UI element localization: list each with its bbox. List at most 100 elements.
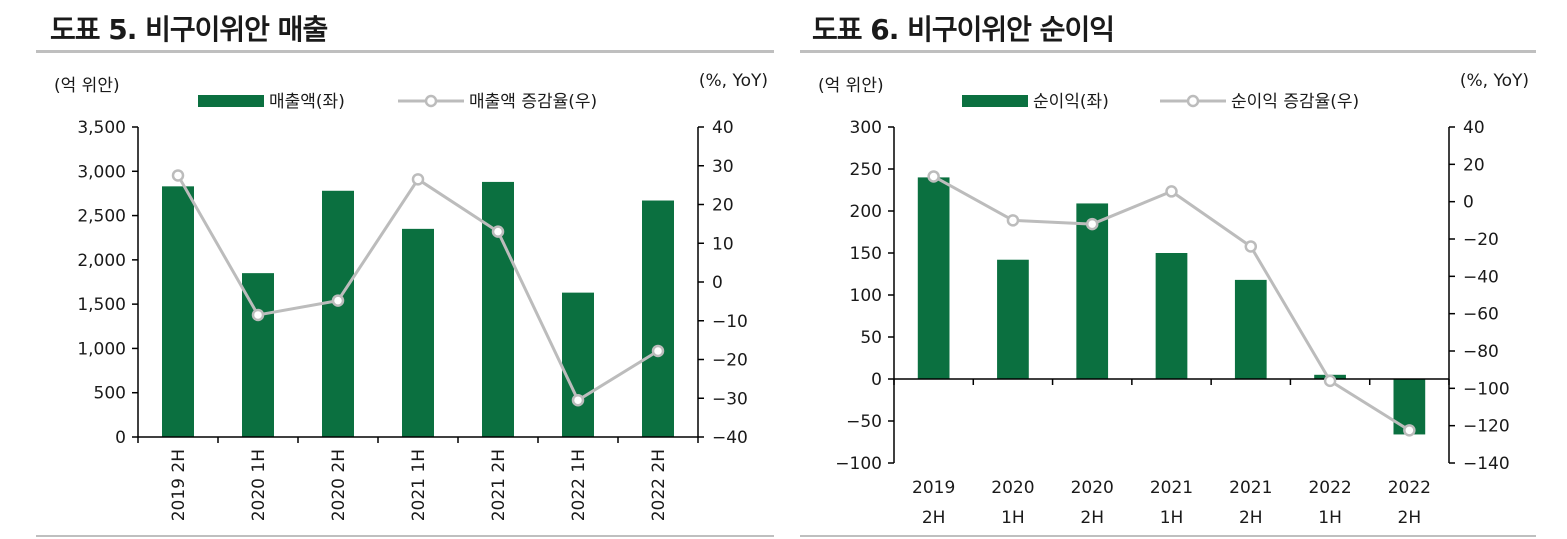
title-divider <box>800 50 1536 53</box>
right-axis-tick-label: 30 <box>712 157 734 177</box>
left-axis-unit: (억 위안) <box>54 76 120 96</box>
chart-title: 도표 6. 비구이위안 순이익 <box>812 13 1115 46</box>
left-axis-tick-label: 1,000 <box>77 339 126 359</box>
growth-point <box>1244 240 1258 253</box>
left-axis-tick-label: 3,000 <box>77 162 126 182</box>
category-label: 2020 1H <box>249 449 269 521</box>
legend-line-label: 매출액 증감율(우) <box>469 92 597 112</box>
chart-panel-revenue: 도표 5. 비구이위안 매출 (억 위안) (%, YoY) 매출액(좌) 매출액 증… <box>36 13 774 537</box>
left-axis-tick-label: 500 <box>94 384 126 404</box>
bar <box>1076 203 1109 379</box>
category-label-year: 2020 <box>991 478 1034 498</box>
category-label-half: 1H <box>1318 508 1342 528</box>
category-label-year: 2022 <box>1308 478 1351 498</box>
bottom-divider <box>36 535 774 537</box>
category-label: 2021 1H <box>409 449 429 521</box>
category-label-year: 2021 <box>1229 478 1272 498</box>
bar <box>1234 279 1267 379</box>
right-axis-tick-label: −80 <box>1463 342 1499 362</box>
right-axis-tick-label: −60 <box>1463 305 1499 325</box>
left-axis-tick-label: −100 <box>835 454 882 474</box>
growth-point <box>927 170 940 183</box>
right-axis-tick-label: −40 <box>712 428 748 448</box>
right-axis-tick-label: −20 <box>712 351 748 371</box>
bar <box>242 273 274 437</box>
right-axis-tick-label: −100 <box>1463 379 1510 399</box>
left-axis-tick-label: 2,500 <box>77 207 126 227</box>
right-axis-tick-label: −120 <box>1463 417 1510 437</box>
left-axis-tick-label: 250 <box>850 160 882 180</box>
growth-point <box>1323 374 1337 388</box>
growth-point <box>1403 424 1416 437</box>
left-axis-tick-label: 3,500 <box>77 118 126 138</box>
right-axis-tick-label: −40 <box>1463 267 1499 287</box>
bar <box>917 177 950 379</box>
bar <box>997 259 1029 379</box>
legend-bar-label: 순이익(좌) <box>1033 92 1109 112</box>
bar <box>1155 253 1188 379</box>
left-axis-tick-label: 300 <box>850 118 882 138</box>
right-axis-tick-label: 40 <box>1463 118 1485 138</box>
legend-bar-swatch <box>962 95 1028 107</box>
right-axis-tick-label: 20 <box>1463 155 1485 175</box>
left-axis-tick-label: 2,000 <box>77 251 126 271</box>
legend-line-marker <box>424 94 438 108</box>
growth-point <box>1006 214 1020 227</box>
category-label: 2022 1H <box>569 449 589 521</box>
category-label: 2021 2H <box>489 449 509 521</box>
category-label: 2022 2H <box>649 449 669 521</box>
bar <box>562 292 594 437</box>
category-label: 2020 2H <box>329 449 349 521</box>
left-axis-tick-label: 200 <box>850 202 882 222</box>
left-axis-tick-label: 150 <box>850 244 882 264</box>
title-divider <box>36 50 774 53</box>
bar <box>482 181 514 437</box>
category-label-year: 2019 <box>912 478 955 498</box>
category-label: 2019 2H <box>169 449 189 521</box>
bar <box>642 200 674 437</box>
right-axis-tick-label: 40 <box>712 118 734 138</box>
category-label-half: 2H <box>922 508 946 528</box>
right-axis-unit: (%, YoY) <box>1460 71 1529 91</box>
right-axis-tick-label: −20 <box>1463 230 1499 250</box>
right-axis-tick-label: −10 <box>712 312 748 332</box>
growth-point <box>1085 217 1099 231</box>
growth-point <box>411 173 425 186</box>
growth-point <box>171 169 185 182</box>
growth-point <box>251 308 265 322</box>
bottom-divider <box>800 535 1536 537</box>
legend-bar-swatch <box>198 95 264 107</box>
right-axis-tick-label: 0 <box>712 273 723 293</box>
category-label-year: 2022 <box>1388 478 1431 498</box>
legend-line-label: 순이익 증감율(우) <box>1231 92 1359 112</box>
bar <box>162 186 194 437</box>
left-axis-tick-label: 100 <box>850 286 882 306</box>
chart-panel-net-profit: 도표 6. 비구이위안 순이익 (억 위안) (%, YoY) 순이익(좌) 순이익 … <box>800 0 1567 539</box>
left-axis-tick-label: 0 <box>115 428 126 448</box>
category-label-half: 2H <box>1398 508 1422 528</box>
growth-point <box>331 294 345 307</box>
left-axis-tick-label: 1,500 <box>77 295 126 315</box>
category-label-half: 2H <box>1080 508 1104 528</box>
category-label-half: 1H <box>1001 508 1025 528</box>
category-label-year: 2021 <box>1150 478 1193 498</box>
right-axis-tick-label: 10 <box>712 234 734 254</box>
left-axis-tick-label: −50 <box>846 412 882 432</box>
growth-point <box>491 225 505 238</box>
category-label-year: 2020 <box>1071 478 1114 498</box>
right-axis-tick-label: 0 <box>1463 193 1474 213</box>
bar <box>322 190 354 437</box>
category-label-half: 2H <box>1239 508 1263 528</box>
left-axis-tick-label: 50 <box>860 328 882 348</box>
right-axis-tick-label: −30 <box>712 389 748 409</box>
right-axis-tick-label: −140 <box>1463 454 1510 474</box>
growth-point <box>651 344 665 358</box>
bar <box>402 228 434 437</box>
net-profit-chart: (억 위안) (%, YoY) 순이익(좌) 순이익 증감율(우) −100 −50 0 50… <box>818 71 1529 528</box>
growth-point <box>1165 185 1178 198</box>
legend-line-marker <box>1186 94 1200 108</box>
left-axis-unit: (억 위안) <box>818 76 884 96</box>
right-axis-unit: (%, YoY) <box>699 71 768 91</box>
chart-title: 도표 5. 비구이위안 매출 <box>50 13 328 46</box>
revenue-chart: (억 위안) (%, YoY) 매출액(좌) 매출액 증감율(우) 0 500 1,000 1… <box>54 71 768 521</box>
